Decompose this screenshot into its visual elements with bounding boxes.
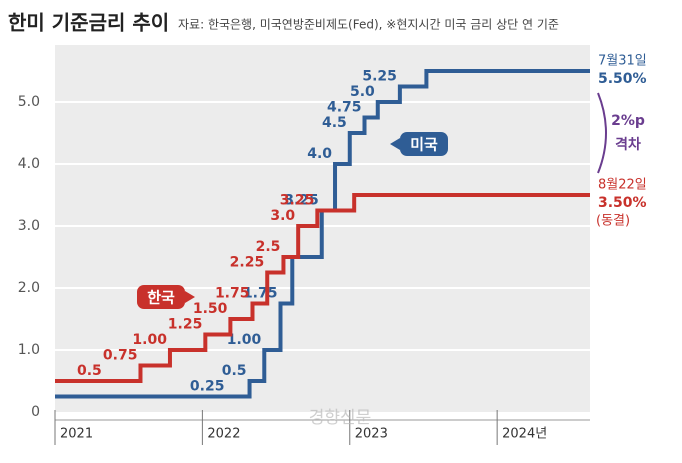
legend-label: 미국 [410,136,438,154]
watermark: 경향신문 [309,408,372,428]
value-label: 1.25 [168,317,203,333]
value-label: 4.75 [327,100,362,116]
step-line [55,193,590,384]
legend-pointer [390,138,400,150]
gap-label: 2%p [611,113,645,129]
value-label: 5.25 [362,69,397,85]
value-label: 1.75 [215,286,250,302]
value-label: 3.25 [280,193,315,209]
value-label: 1.50 [193,301,228,317]
end-note: 8월22일 [598,178,647,193]
gap-label: 격차 [615,136,641,153]
y-tick-label: 4.0 [18,156,40,172]
value-label: 0.75 [103,348,138,364]
value-label: 4.5 [322,115,347,131]
value-label: 4.0 [307,146,332,162]
end-label: 5.50% [598,71,647,87]
y-tick-label: 1.0 [18,342,40,358]
value-label: 5.0 [350,84,375,100]
x-tick-label: 2022 [207,427,240,442]
value-label: 2.5 [256,239,281,255]
value-label: 1.00 [132,332,167,348]
x-tick-label: 2023 [355,427,388,442]
legend-pointer [185,291,195,303]
end-note: (동결) [596,214,630,229]
legend-label: 한국 [147,289,175,307]
y-tick-label: 5.0 [18,94,40,110]
chart-subtitle: 자료: 한국은행, 미국연방준비제도(Fed), ※현지시간 미국 금리 상단 … [178,17,559,32]
value-label: 3.25 [284,193,319,209]
value-label: 1.00 [227,332,262,348]
legend-badge [400,132,448,156]
value-label: 0.25 [190,379,225,395]
value-label: 2.25 [230,255,265,271]
x-tick-label: 2021 [60,427,93,442]
legend-badge [137,285,185,309]
end-label: 3.50% [598,195,647,211]
chart-title: 한미 기준금리 추이 [8,11,169,35]
value-label: 3.0 [270,208,295,224]
end-note: 7월31일 [598,54,647,69]
value-label: 0.5 [222,363,247,379]
value-label: 0.5 [77,363,102,379]
y-tick-label: 3.0 [18,218,40,234]
y-tick-label: 0 [31,404,40,420]
gap-bracket [597,92,607,174]
y-tick-label: 2.0 [18,280,40,296]
x-tick-label: 2024년 [502,427,547,442]
